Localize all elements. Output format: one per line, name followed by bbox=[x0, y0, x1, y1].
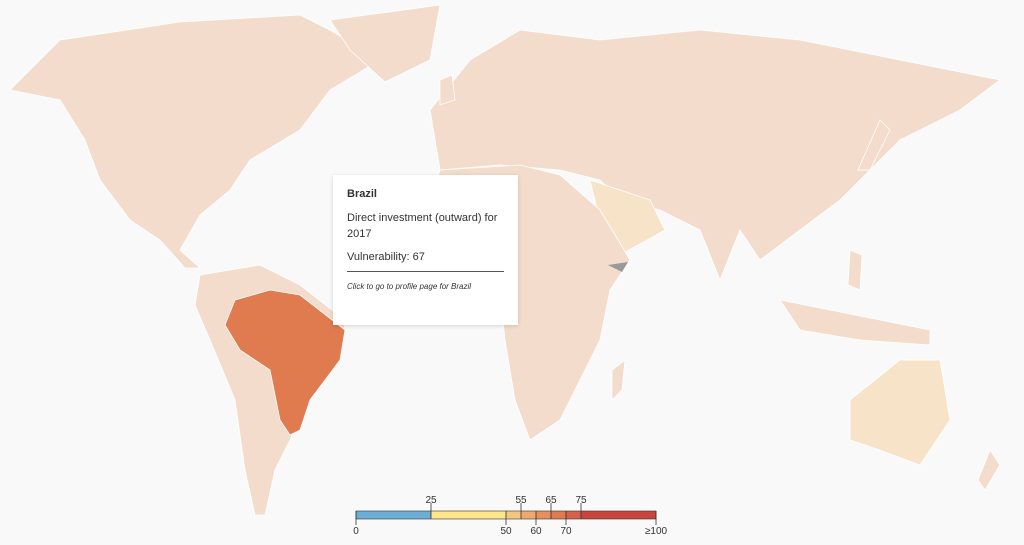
indonesia bbox=[779, 299, 931, 346]
new-zealand bbox=[977, 449, 1001, 491]
uk bbox=[439, 74, 456, 106]
tick-label: 25 bbox=[425, 495, 437, 506]
legend-bin bbox=[551, 511, 566, 519]
legend-bin bbox=[536, 511, 551, 519]
value: 67 bbox=[412, 251, 425, 263]
north-america bbox=[9, 14, 381, 269]
legend-bin bbox=[521, 511, 536, 519]
tooltip-indicator: Direct investment (outward) for 2017 bbox=[347, 212, 498, 240]
australia bbox=[849, 359, 951, 466]
tooltip: Brazil Direct investment (outward) for 2… bbox=[333, 175, 518, 325]
tick-label: 70 bbox=[560, 526, 572, 537]
somaliland bbox=[608, 262, 628, 272]
tick-label: 55 bbox=[515, 495, 527, 506]
tick-label: ≥100 bbox=[645, 526, 668, 537]
brazil[interactable] bbox=[224, 289, 346, 436]
greenland bbox=[329, 4, 441, 83]
japan bbox=[857, 119, 891, 171]
legend: 25 55 65 75 0 50 60 70 ≥100 bbox=[353, 495, 667, 537]
tick-label: 50 bbox=[500, 526, 512, 537]
profile-link[interactable]: Click to go to profile page for Brazil bbox=[347, 282, 472, 291]
philippines bbox=[847, 249, 863, 291]
tooltip-country: Brazil bbox=[347, 188, 377, 200]
tick-label: 65 bbox=[545, 495, 557, 506]
tick-label: 75 bbox=[575, 495, 587, 506]
tick-label: 60 bbox=[530, 526, 542, 537]
legend-bin bbox=[356, 511, 431, 519]
divider bbox=[347, 271, 504, 272]
value-label: Vulnerability: bbox=[347, 251, 410, 263]
legend-bin bbox=[506, 511, 521, 519]
legend-bin bbox=[581, 511, 656, 519]
madagascar bbox=[611, 359, 626, 401]
countries bbox=[9, 4, 1001, 516]
legend-bin bbox=[431, 511, 506, 519]
tick-label: 0 bbox=[353, 526, 359, 537]
tooltip-value: Vulnerability: 67 bbox=[347, 251, 504, 263]
legend-bin bbox=[566, 511, 581, 519]
